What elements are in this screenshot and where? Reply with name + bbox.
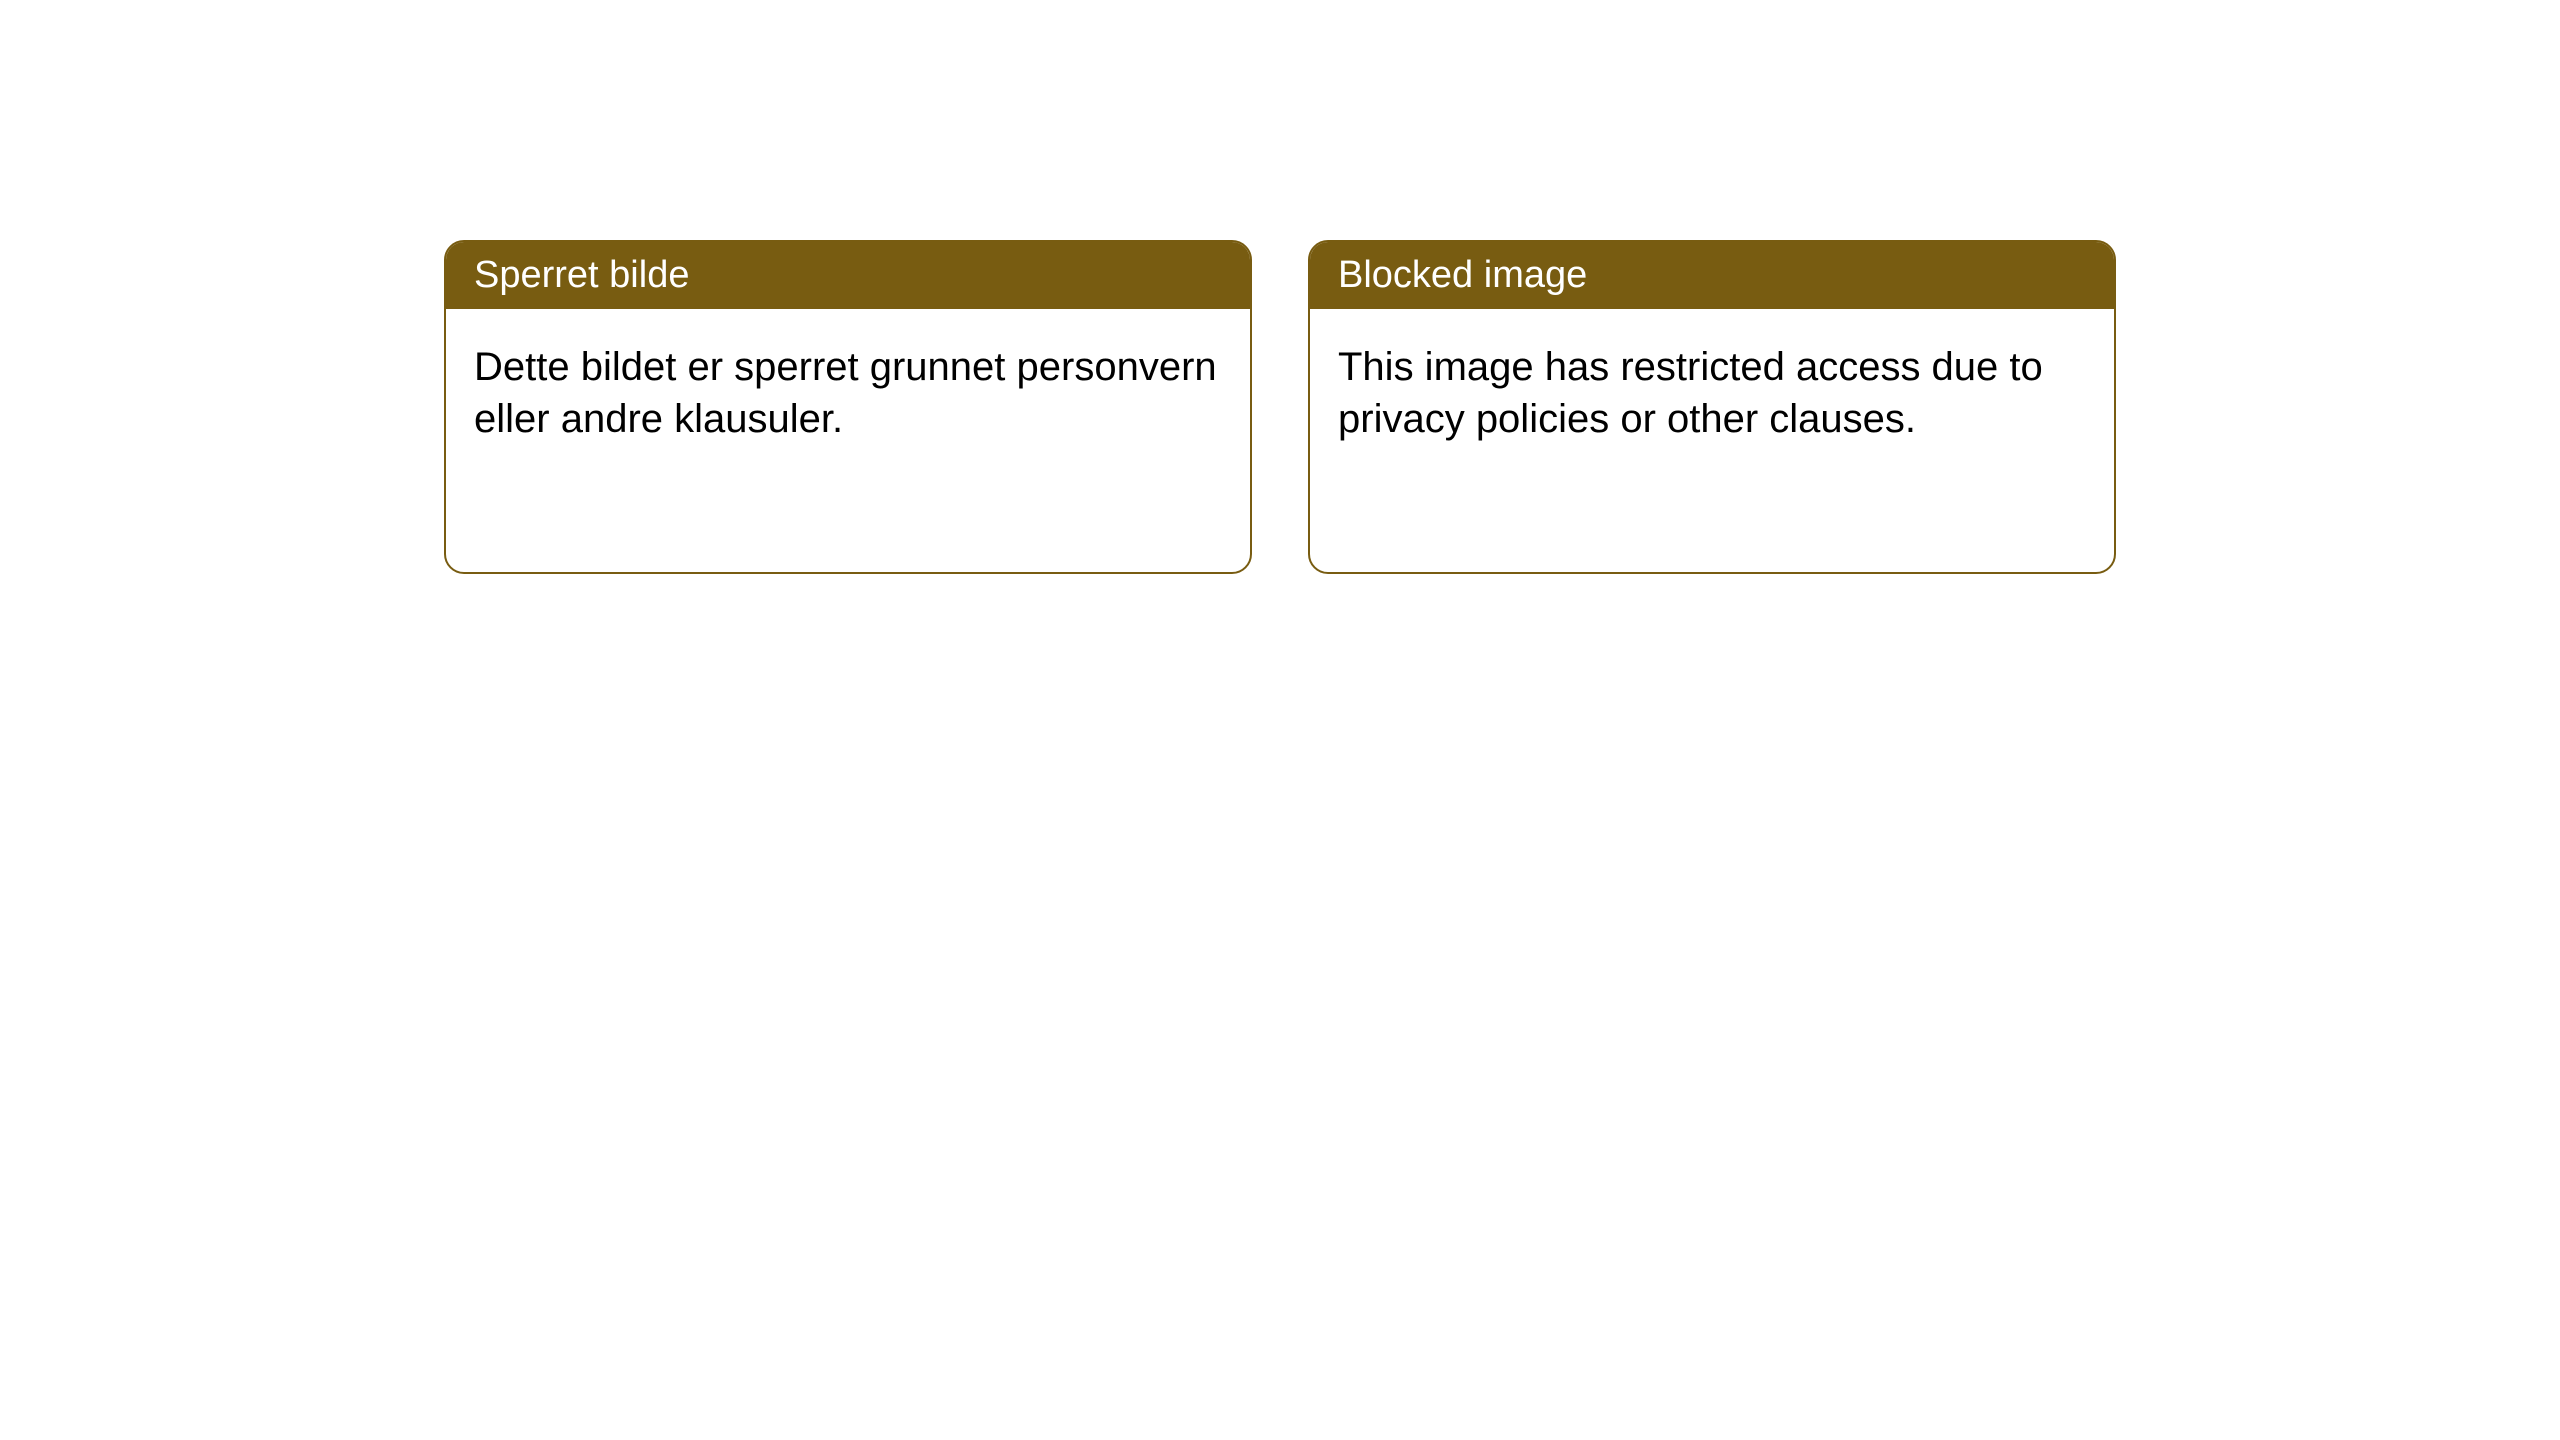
- card-body-text: This image has restricted access due to …: [1338, 345, 2043, 441]
- card-header: Sperret bilde: [446, 242, 1250, 309]
- card-body: This image has restricted access due to …: [1310, 309, 2114, 477]
- notice-container: Sperret bilde Dette bildet er sperret gr…: [0, 0, 2560, 574]
- notice-card-english: Blocked image This image has restricted …: [1308, 240, 2116, 574]
- card-body-text: Dette bildet er sperret grunnet personve…: [474, 345, 1217, 441]
- card-header: Blocked image: [1310, 242, 2114, 309]
- card-body: Dette bildet er sperret grunnet personve…: [446, 309, 1250, 477]
- card-title: Sperret bilde: [474, 254, 689, 296]
- notice-card-norwegian: Sperret bilde Dette bildet er sperret gr…: [444, 240, 1252, 574]
- card-title: Blocked image: [1338, 254, 1587, 296]
